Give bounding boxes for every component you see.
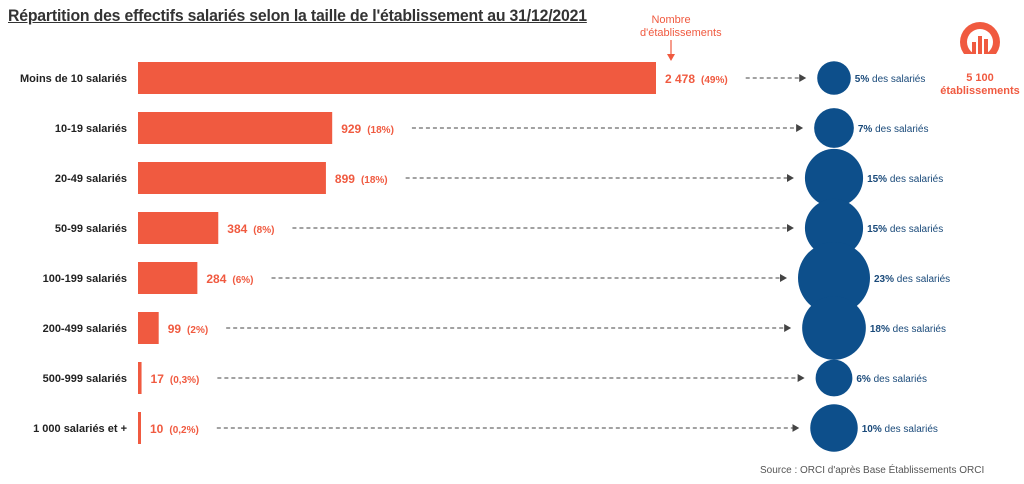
- establishment-value-label: 284: [206, 272, 226, 286]
- establishment-value-label: 2 478: [665, 72, 695, 86]
- establishment-pct-label: (0,3%): [170, 375, 199, 386]
- category-label: 100-199 salariés: [43, 273, 127, 285]
- employee-share-label: 7% des salariés: [858, 124, 929, 135]
- employee-share-label: 15% des salariés: [867, 174, 943, 185]
- establishment-pct-label: (8%): [253, 225, 274, 236]
- category-label: 10-19 salariés: [55, 123, 127, 135]
- category-label: 20-49 salariés: [55, 173, 127, 185]
- employee-share-bubble: [802, 296, 866, 360]
- establishment-pct-label: (0,2%): [169, 425, 198, 436]
- category-label: 500-999 salariés: [43, 373, 127, 385]
- establishment-pct-label: (6%): [232, 275, 253, 286]
- employee-share-label: 15% des salariés: [867, 224, 943, 235]
- employee-share-bubble: [798, 242, 870, 314]
- orci-logo-icon: [958, 20, 1002, 64]
- total-label: établissements: [940, 85, 1020, 97]
- establishment-bar: [138, 362, 142, 394]
- establishment-bar: [138, 112, 333, 144]
- establishment-value-label: 10: [150, 422, 164, 436]
- establishment-pct-label: (49%): [701, 75, 728, 86]
- category-label: 50-99 salariés: [55, 223, 127, 235]
- establishment-value-label: 899: [335, 172, 355, 186]
- category-label: 1 000 salariés et +: [33, 423, 127, 435]
- employee-share-bubble: [810, 404, 858, 452]
- employee-share-bubble: [814, 108, 854, 148]
- establishment-pct-label: (18%): [367, 125, 394, 136]
- establishment-bar: [138, 312, 159, 344]
- establishment-bar: [138, 262, 198, 294]
- category-label: 200-499 salariés: [43, 323, 127, 335]
- total-value: 5 100: [966, 72, 994, 84]
- establishment-value-label: 99: [168, 322, 182, 336]
- employee-share-label: 23% des salariés: [874, 274, 950, 285]
- source-note: Source : ORCI d'après Base Établissement…: [760, 465, 985, 476]
- establishment-value-label: 17: [151, 372, 165, 386]
- employee-share-label: 6% des salariés: [856, 374, 927, 385]
- establishment-bar: [138, 162, 326, 194]
- employee-share-label: 18% des salariés: [870, 324, 946, 335]
- chart-title: Répartition des effectifs salariés selon…: [8, 6, 587, 25]
- establishment-value-label: 384: [227, 222, 247, 236]
- employee-share-bubble: [817, 61, 851, 95]
- total-establishments: 5 100 établissements: [936, 72, 1024, 98]
- establishment-value-label: 929: [341, 122, 361, 136]
- employee-share-bubble: [804, 198, 864, 258]
- establishment-bar: [138, 212, 219, 244]
- establishment-bar: [138, 62, 656, 94]
- employee-share-label: 5% des salariés: [855, 74, 926, 85]
- bar-series-annotation: Nombre d'établissements: [640, 14, 722, 39]
- category-label: Moins de 10 salariés: [20, 73, 127, 85]
- employee-share-label: 10% des salariés: [862, 424, 938, 435]
- employee-share-bubble: [815, 359, 853, 397]
- employee-share-bubble: [804, 148, 864, 208]
- establishment-pct-label: (2%): [187, 325, 208, 336]
- establishment-bar: [138, 412, 141, 444]
- establishment-pct-label: (18%): [361, 175, 388, 186]
